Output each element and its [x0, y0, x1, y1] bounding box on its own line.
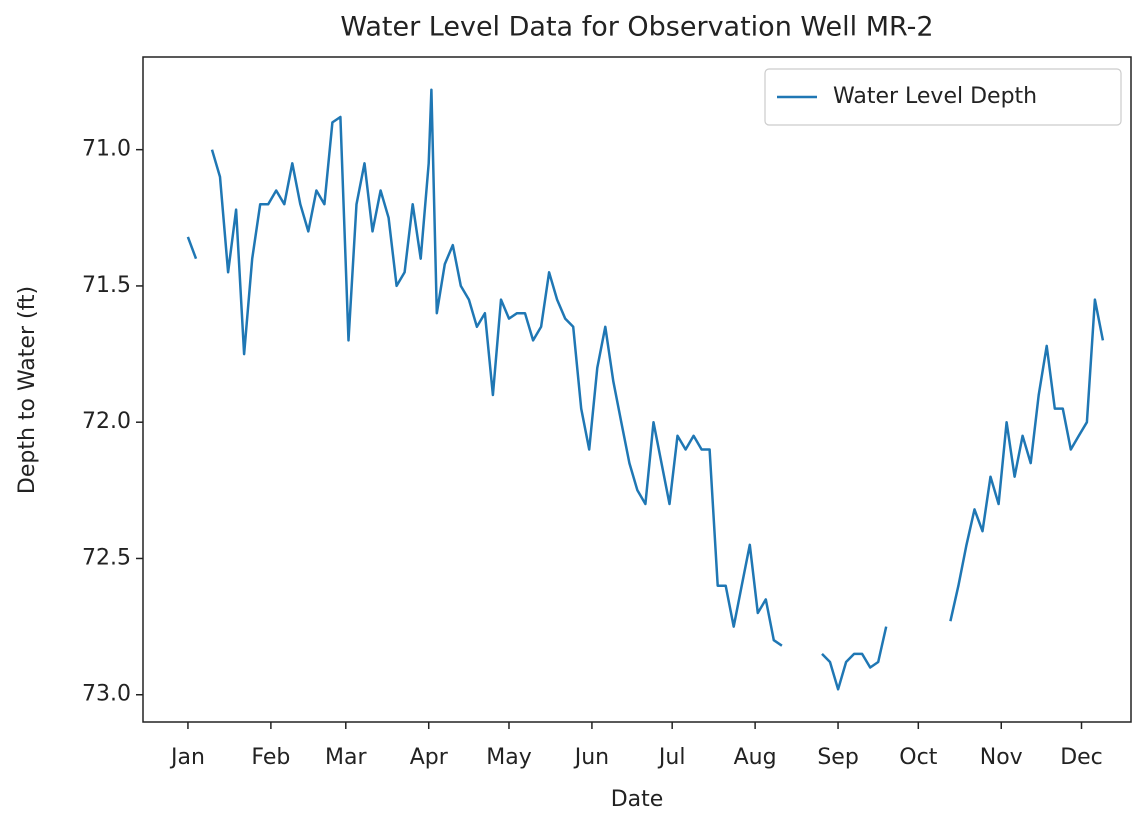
x-tick-label: Jul	[657, 745, 686, 770]
x-tick-label: Sep	[817, 745, 858, 770]
x-tick-label: Apr	[410, 745, 449, 770]
x-tick-label: Feb	[251, 745, 290, 770]
y-axis-label: Depth to Water (ft)	[15, 286, 40, 494]
x-tick-label: Jan	[169, 745, 205, 770]
x-axis-label: Date	[611, 787, 664, 812]
legend: Water Level Depth	[764, 68, 1122, 126]
plot-frame	[142, 56, 1132, 723]
y-tick-label: 71.5	[82, 273, 131, 298]
x-tick-label: May	[486, 745, 531, 770]
chart-title: Water Level Data for Observation Well MR…	[340, 12, 933, 43]
x-tick-label: Mar	[325, 745, 367, 770]
data-line	[186, 88, 1105, 691]
x-tick-label: Aug	[734, 745, 777, 770]
y-tick-label: 72.0	[82, 409, 131, 434]
y-tick-label: 71.0	[82, 137, 131, 162]
x-tick-label: Jun	[573, 745, 609, 770]
x-tick-label: Oct	[899, 745, 937, 770]
y-tick-label: 73.0	[82, 682, 131, 707]
x-tick-label: Nov	[980, 745, 1023, 770]
y-tick-label: 72.5	[82, 545, 131, 570]
legend-box	[764, 68, 1122, 126]
legend-label: Water Level Depth	[833, 84, 1037, 109]
x-tick-label: Dec	[1060, 745, 1103, 770]
